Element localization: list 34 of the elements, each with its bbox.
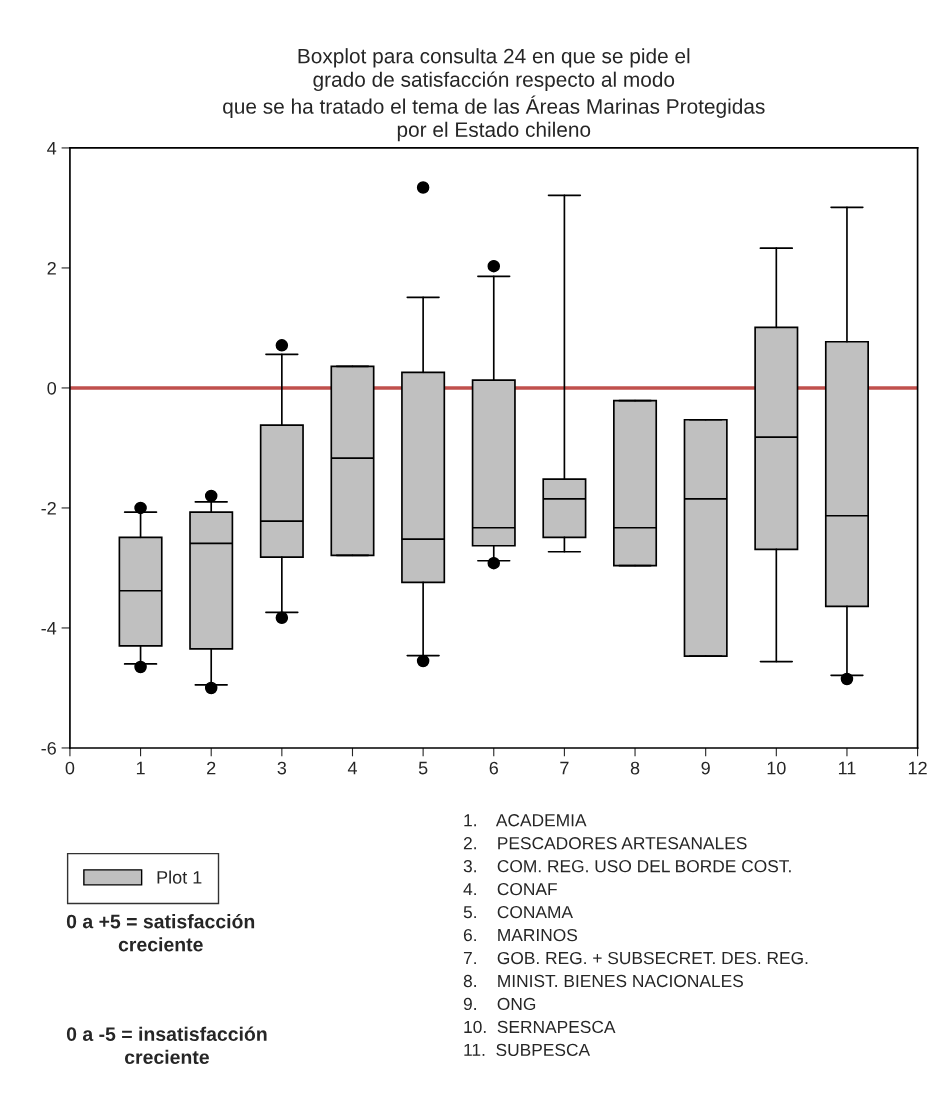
x-tick-label: 11 xyxy=(838,761,856,775)
y-tick-label: -4 xyxy=(41,622,57,635)
y-tick-label: 2 xyxy=(47,261,56,275)
text: 10. SERNAPESCA xyxy=(464,1020,616,1034)
x-tick-label: 7 xyxy=(560,761,569,775)
x-tick-label: 4 xyxy=(347,761,357,775)
x-tick-label: 0 xyxy=(65,761,75,775)
legend-label: Plot 1 xyxy=(157,870,202,884)
text: 0 a +5 = satisfacción creciente xyxy=(66,913,255,952)
text: 0 a -5 = insatisfacción creciente xyxy=(66,1026,267,1065)
x-tick-label: 2 xyxy=(207,761,216,775)
chart-title: Boxplot para consulta 24 en que se pide el grado de satisfacción respecto al modo que se ha tratado el tema de las Áreas Marinas Protegidas por el Estado chileno xyxy=(223,48,765,142)
x-tick-label: 8 xyxy=(630,761,640,775)
text: 9. ONG xyxy=(463,997,536,1011)
text: 3. COM. REG. USO DEL BORDE COST. xyxy=(463,860,791,873)
x-tick-label: 9 xyxy=(701,761,710,775)
text: 4. CONAF xyxy=(463,883,557,896)
y-tick-label: 4 xyxy=(47,142,57,155)
text: 6. MARINOS xyxy=(463,928,578,942)
text: 11. SUBPESCA xyxy=(464,1043,591,1057)
x-tick-label: 12 xyxy=(908,761,927,775)
text: 7. GOB. REG. + SUBSECRET. DES. REG. xyxy=(463,951,808,965)
text: 8. MINIST. BIENES NACIONALES xyxy=(463,974,743,988)
x-tick-label: 3 xyxy=(277,761,287,775)
x-tick-label: 1 xyxy=(136,761,145,775)
x-tick-label: 10 xyxy=(767,761,786,775)
text: 5. CONAMA xyxy=(463,905,573,919)
text: 2. PESCADORES ARTESANALES xyxy=(463,837,747,850)
x-tick-label: 5 xyxy=(418,761,428,775)
y-tick-label: -6 xyxy=(41,741,56,755)
y-tick-label: 0 xyxy=(47,381,57,395)
x-tick-label: 6 xyxy=(489,761,498,775)
y-tick-label: -2 xyxy=(41,501,56,515)
text: 1. ACADEMIA xyxy=(464,814,587,827)
